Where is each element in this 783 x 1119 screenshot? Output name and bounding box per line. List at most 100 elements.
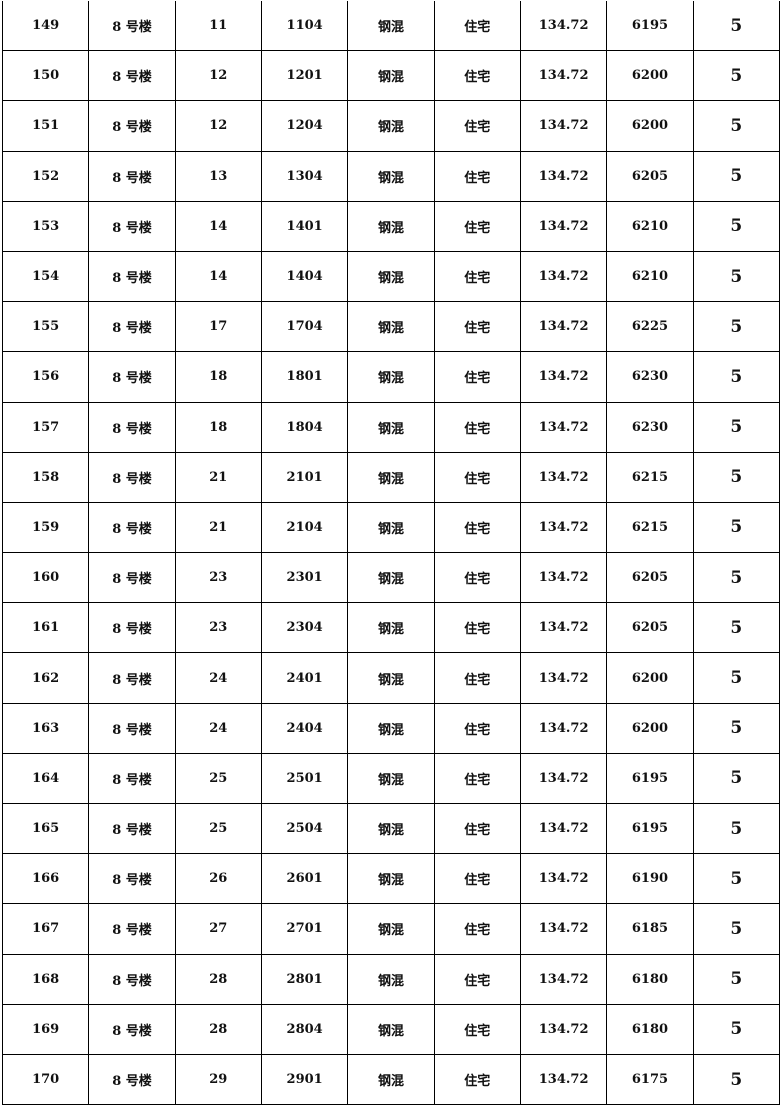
row-number-cell: 155 [1,301,90,353]
table-row: 156 8 号楼 18 1801 钢混 住宅 134.72 6230 5 [1,351,781,403]
usage-cell: 住宅 [433,250,521,303]
table-row: 153 8 号楼 14 1401 钢混 住宅 134.72 6210 5 [1,200,781,252]
building-cell: 8 号楼 [88,953,176,1005]
usage-cell: 住宅 [433,451,521,503]
floor-cell: 18 [174,351,262,403]
floor-cell: 25 [174,802,262,855]
area-cell: 134.72 [519,501,608,554]
unit-price-cell: 6190 [606,853,694,905]
extra-value-cell: 5 [692,100,781,152]
row-number-cell: 164 [1,752,90,805]
building-cell: 8 号楼 [88,702,176,754]
building-cell: 8 号楼 [88,853,176,905]
area-cell: 134.72 [519,301,608,353]
unit-number-cell: 1804 [260,401,349,453]
structure-cell: 钢混 [347,903,435,955]
extra-value-cell: 5 [692,401,781,453]
row-number-cell: 160 [1,552,90,604]
building-cell: 8 号楼 [88,903,176,955]
unit-number-cell: 2404 [260,702,349,754]
unit-number-cell: 2304 [260,602,349,654]
table-row: 167 8 号楼 27 2701 钢混 住宅 134.72 6185 5 [1,903,781,955]
floor-cell: 13 [174,150,262,202]
usage-cell: 住宅 [433,903,521,955]
floor-cell: 21 [174,451,262,503]
unit-number-cell: 2601 [260,853,349,905]
usage-cell: 住宅 [433,351,521,403]
area-cell: 134.72 [519,401,608,453]
extra-value-cell: 5 [692,652,781,704]
usage-cell: 住宅 [433,1,521,52]
table-row: 159 8 号楼 21 2104 钢混 住宅 134.72 6215 5 [1,501,781,554]
usage-cell: 住宅 [433,652,521,704]
area-cell: 134.72 [519,50,608,102]
building-cell: 8 号楼 [88,652,176,704]
row-number-cell: 166 [1,853,90,905]
floor-cell: 12 [174,50,262,102]
building-cell: 8 号楼 [88,1003,176,1055]
usage-cell: 住宅 [433,853,521,905]
unit-number-cell: 1704 [260,301,349,353]
table-row: 151 8 号楼 12 1204 钢混 住宅 134.72 6200 5 [1,100,781,152]
structure-cell: 钢混 [347,552,435,604]
floor-cell: 17 [174,301,262,353]
unit-number-cell: 1404 [260,250,349,303]
extra-value-cell: 5 [692,853,781,905]
unit-price-cell: 6200 [606,100,694,152]
floor-cell: 28 [174,953,262,1005]
building-cell: 8 号楼 [88,451,176,503]
structure-cell: 钢混 [347,50,435,102]
unit-price-cell: 6230 [606,401,694,453]
structure-cell: 钢混 [347,451,435,503]
row-number-cell: 154 [1,250,90,303]
table-row: 161 8 号楼 23 2304 钢混 住宅 134.72 6205 5 [1,602,781,654]
structure-cell: 钢混 [347,150,435,202]
unit-price-cell: 6195 [606,1,694,52]
extra-value-cell: 5 [692,351,781,403]
unit-number-cell: 2104 [260,501,349,554]
usage-cell: 住宅 [433,50,521,102]
area-cell: 134.72 [519,802,608,855]
table-row: 165 8 号楼 25 2504 钢混 住宅 134.72 6195 5 [1,802,781,855]
extra-value-cell: 5 [692,150,781,202]
table-row: 157 8 号楼 18 1804 钢混 住宅 134.72 6230 5 [1,401,781,453]
extra-value-cell: 5 [692,953,781,1005]
structure-cell: 钢混 [347,802,435,855]
row-number-cell: 162 [1,652,90,704]
unit-price-cell: 6185 [606,903,694,955]
unit-price-cell: 6225 [606,301,694,353]
usage-cell: 住宅 [433,501,521,554]
unit-price-cell: 6215 [606,501,694,554]
usage-cell: 住宅 [433,752,521,805]
table-row: 162 8 号楼 24 2401 钢混 住宅 134.72 6200 5 [1,652,781,704]
structure-cell: 钢混 [347,1053,435,1106]
building-cell: 8 号楼 [88,552,176,604]
table-row: 149 8 号楼 11 1104 钢混 住宅 134.72 6195 5 [1,1,781,52]
usage-cell: 住宅 [433,401,521,453]
unit-price-cell: 6200 [606,702,694,754]
area-cell: 134.72 [519,903,608,955]
floor-cell: 29 [174,1053,262,1106]
unit-price-cell: 6200 [606,652,694,704]
unit-number-cell: 1104 [260,1,349,52]
unit-number-cell: 1201 [260,50,349,102]
extra-value-cell: 5 [692,552,781,604]
area-cell: 134.72 [519,1003,608,1055]
area-cell: 134.72 [519,1,608,52]
unit-number-cell: 2504 [260,802,349,855]
extra-value-cell: 5 [692,1053,781,1106]
structure-cell: 钢混 [347,1003,435,1055]
floor-cell: 24 [174,652,262,704]
unit-price-cell: 6205 [606,150,694,202]
usage-cell: 住宅 [433,200,521,252]
usage-cell: 住宅 [433,802,521,855]
unit-price-cell: 6175 [606,1053,694,1106]
floor-cell: 14 [174,250,262,303]
area-cell: 134.72 [519,1053,608,1106]
structure-cell: 钢混 [347,100,435,152]
extra-value-cell: 5 [692,903,781,955]
extra-value-cell: 5 [692,1003,781,1055]
structure-cell: 钢混 [347,401,435,453]
